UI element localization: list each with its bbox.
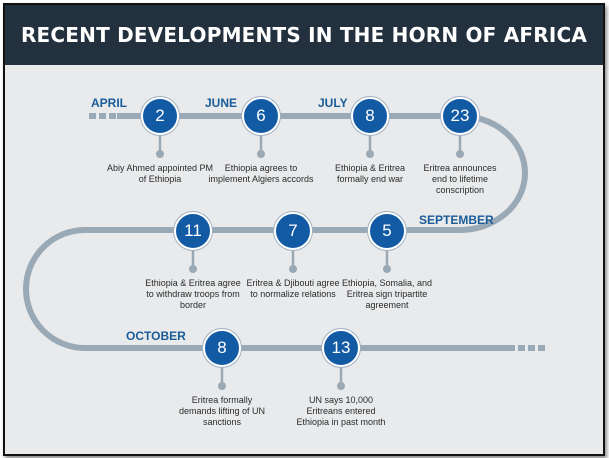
event-node: 11 [174,212,212,250]
event-description: Eritrea announces end to lifetime conscr… [423,163,497,195]
timeline-path [23,113,545,390]
page-title: RECENT DEVELOPMENTS IN THE HORN OF AFRIC… [5,5,603,65]
timeline-start-dashes [89,113,116,119]
event-description: Eritrea & Djibouti agree to normalize re… [246,278,340,299]
month-label-september: SEPTEMBER [419,213,494,227]
event-description: Ethiopia & Eritrea formally end war [334,163,406,184]
event-node: 23 [441,97,479,135]
event-node: 5 [368,212,406,250]
event-description: Ethiopia, Somalia, and Eritrea sign trip… [341,278,433,310]
connector-dots [156,150,464,390]
event-node: 13 [322,329,360,367]
event-node: 6 [242,97,280,135]
timeline-end-dashes [518,345,545,351]
connector-stems [158,133,462,384]
event-node: 8 [203,329,241,367]
timeline-road [23,113,528,351]
month-label-june: JUNE [205,96,238,110]
event-description: Abiy Ahmed appointed PM of Ethiopia [106,163,214,184]
infographic-frame: RECENT DEVELOPMENTS IN THE HORN OF AFRIC… [3,3,605,456]
event-description: Ethiopia agrees to implement Algiers acc… [208,163,314,184]
event-node: 7 [274,212,312,250]
event-node: 2 [141,97,179,135]
month-label-july: JULY [318,96,348,110]
month-label-october: OCTOBER [126,329,186,343]
event-node: 8 [351,97,389,135]
month-label-april: APRIL [91,96,127,110]
event-description: Ethiopia & Eritrea agree to withdraw tro… [145,278,241,310]
event-description: Eritrea formally demands lifting of UN s… [178,395,266,427]
event-description: UN says 10,000 Eritreans entered Ethiopi… [296,395,386,427]
